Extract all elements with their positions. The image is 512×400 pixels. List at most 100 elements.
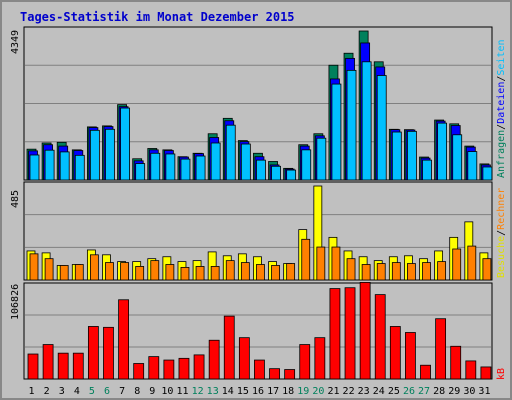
bar-seiten bbox=[316, 137, 327, 181]
x-tick-label: 15 bbox=[237, 386, 249, 397]
x-tick-label: 26 bbox=[403, 386, 415, 397]
bar-rechner bbox=[240, 262, 250, 281]
bar-rechner bbox=[391, 262, 401, 281]
bar-rechner bbox=[89, 254, 99, 281]
bar-seiten bbox=[29, 154, 40, 181]
bar-seiten bbox=[271, 165, 281, 181]
bar-rechner bbox=[165, 264, 175, 281]
bar-kb bbox=[223, 315, 235, 380]
bar-kb bbox=[284, 369, 296, 380]
legend-entry: Dateien bbox=[496, 81, 507, 124]
bar-kb bbox=[329, 288, 341, 380]
bar-seiten bbox=[105, 128, 115, 181]
bar-kb bbox=[465, 360, 477, 380]
x-tick-label: 27 bbox=[418, 386, 430, 397]
x-tick-label: 13 bbox=[207, 386, 219, 397]
bar-kb bbox=[344, 287, 356, 380]
x-tick-label: 25 bbox=[388, 386, 400, 397]
bar-rechner bbox=[346, 258, 356, 281]
bar-seiten bbox=[346, 69, 357, 181]
x-tick-label: 18 bbox=[282, 386, 294, 397]
x-tick-label: 9 bbox=[149, 386, 155, 397]
legend-bottom: kB bbox=[496, 368, 507, 380]
legend-entry: Rechner bbox=[496, 187, 507, 230]
bar-kb bbox=[42, 344, 54, 380]
x-tick-label: 11 bbox=[176, 386, 188, 397]
legend-entry: Anfragen bbox=[496, 129, 507, 178]
bar-rechner bbox=[361, 264, 371, 281]
x-tick-label: 17 bbox=[267, 386, 279, 397]
bar-seiten bbox=[407, 130, 417, 181]
top-ymax-label: 4349 bbox=[10, 29, 21, 54]
bar-rechner bbox=[422, 262, 431, 281]
bar-kb bbox=[359, 281, 371, 380]
page-title: Tages-Statistik im Monat Dezember 2015 bbox=[20, 10, 295, 24]
bar-rechner bbox=[437, 261, 447, 281]
bar-rechner bbox=[120, 262, 129, 281]
x-tick-label: 16 bbox=[252, 386, 264, 397]
bar-kb bbox=[103, 326, 114, 380]
bar-kb bbox=[57, 352, 69, 380]
bar-kb bbox=[148, 356, 160, 380]
bar-seiten bbox=[391, 131, 402, 181]
legend-mid: Besuche/Rechner bbox=[496, 188, 507, 278]
x-tick-label: 3 bbox=[59, 386, 65, 397]
legend-entry: kB bbox=[496, 367, 507, 380]
x-tick-label: 7 bbox=[119, 386, 125, 397]
x-tick-label: 12 bbox=[192, 386, 204, 397]
bar-seiten bbox=[467, 151, 478, 181]
bar-rechner bbox=[135, 266, 145, 281]
legend-entry: / bbox=[496, 123, 507, 130]
mid-ymax-label: 485 bbox=[10, 189, 21, 208]
bar-kb bbox=[27, 353, 39, 380]
bar-seiten bbox=[361, 61, 372, 181]
bar-rechner bbox=[44, 258, 54, 281]
bar-seiten bbox=[74, 154, 85, 181]
bottom-ymax-label: 106826 bbox=[10, 283, 21, 320]
bar-kb bbox=[389, 326, 401, 380]
bar-seiten bbox=[150, 152, 161, 181]
bar-kb bbox=[374, 294, 386, 380]
bar-kb bbox=[238, 337, 250, 380]
bar-seiten bbox=[180, 158, 191, 181]
x-tick-label: 21 bbox=[327, 386, 339, 397]
x-tick-label: 31 bbox=[478, 386, 490, 397]
bar-seiten bbox=[240, 143, 251, 181]
x-tick-label: 19 bbox=[297, 386, 309, 397]
bar-seiten bbox=[301, 149, 312, 181]
bar-seiten bbox=[376, 75, 387, 181]
bar-seiten bbox=[452, 134, 463, 181]
bar-rechner bbox=[452, 248, 462, 281]
bar-kb bbox=[480, 366, 492, 380]
bar-rechner bbox=[105, 262, 114, 281]
x-tick-label: 10 bbox=[161, 386, 173, 397]
bar-rechner bbox=[331, 246, 341, 281]
bar-rechner bbox=[195, 266, 205, 281]
bar-kb bbox=[178, 357, 190, 380]
bar-rechner bbox=[482, 258, 492, 281]
legend-top: Anfragen/Dateien/Seiten bbox=[496, 39, 507, 178]
bar-rechner bbox=[59, 265, 69, 281]
bar-seiten bbox=[195, 155, 206, 181]
bar-rechner bbox=[286, 263, 296, 281]
bar-rechner bbox=[316, 246, 326, 281]
bar-kb bbox=[208, 339, 220, 380]
bar-seiten bbox=[331, 83, 342, 181]
bar-rechner bbox=[225, 260, 235, 281]
bar-seiten bbox=[482, 166, 493, 181]
x-tick-label: 14 bbox=[222, 386, 234, 397]
bar-rechner bbox=[271, 265, 280, 281]
bar-rechner bbox=[256, 264, 265, 281]
x-tick-label: 29 bbox=[448, 386, 460, 397]
bar-rechner bbox=[150, 260, 160, 281]
bar-kb bbox=[314, 337, 326, 380]
bar-kb bbox=[299, 344, 311, 380]
bar-kb bbox=[118, 299, 129, 380]
x-tick-label: 1 bbox=[29, 386, 35, 397]
bar-kb bbox=[193, 354, 205, 380]
bar-rechner bbox=[180, 267, 190, 281]
bar-rechner bbox=[467, 245, 477, 281]
bar-seiten bbox=[225, 124, 236, 181]
